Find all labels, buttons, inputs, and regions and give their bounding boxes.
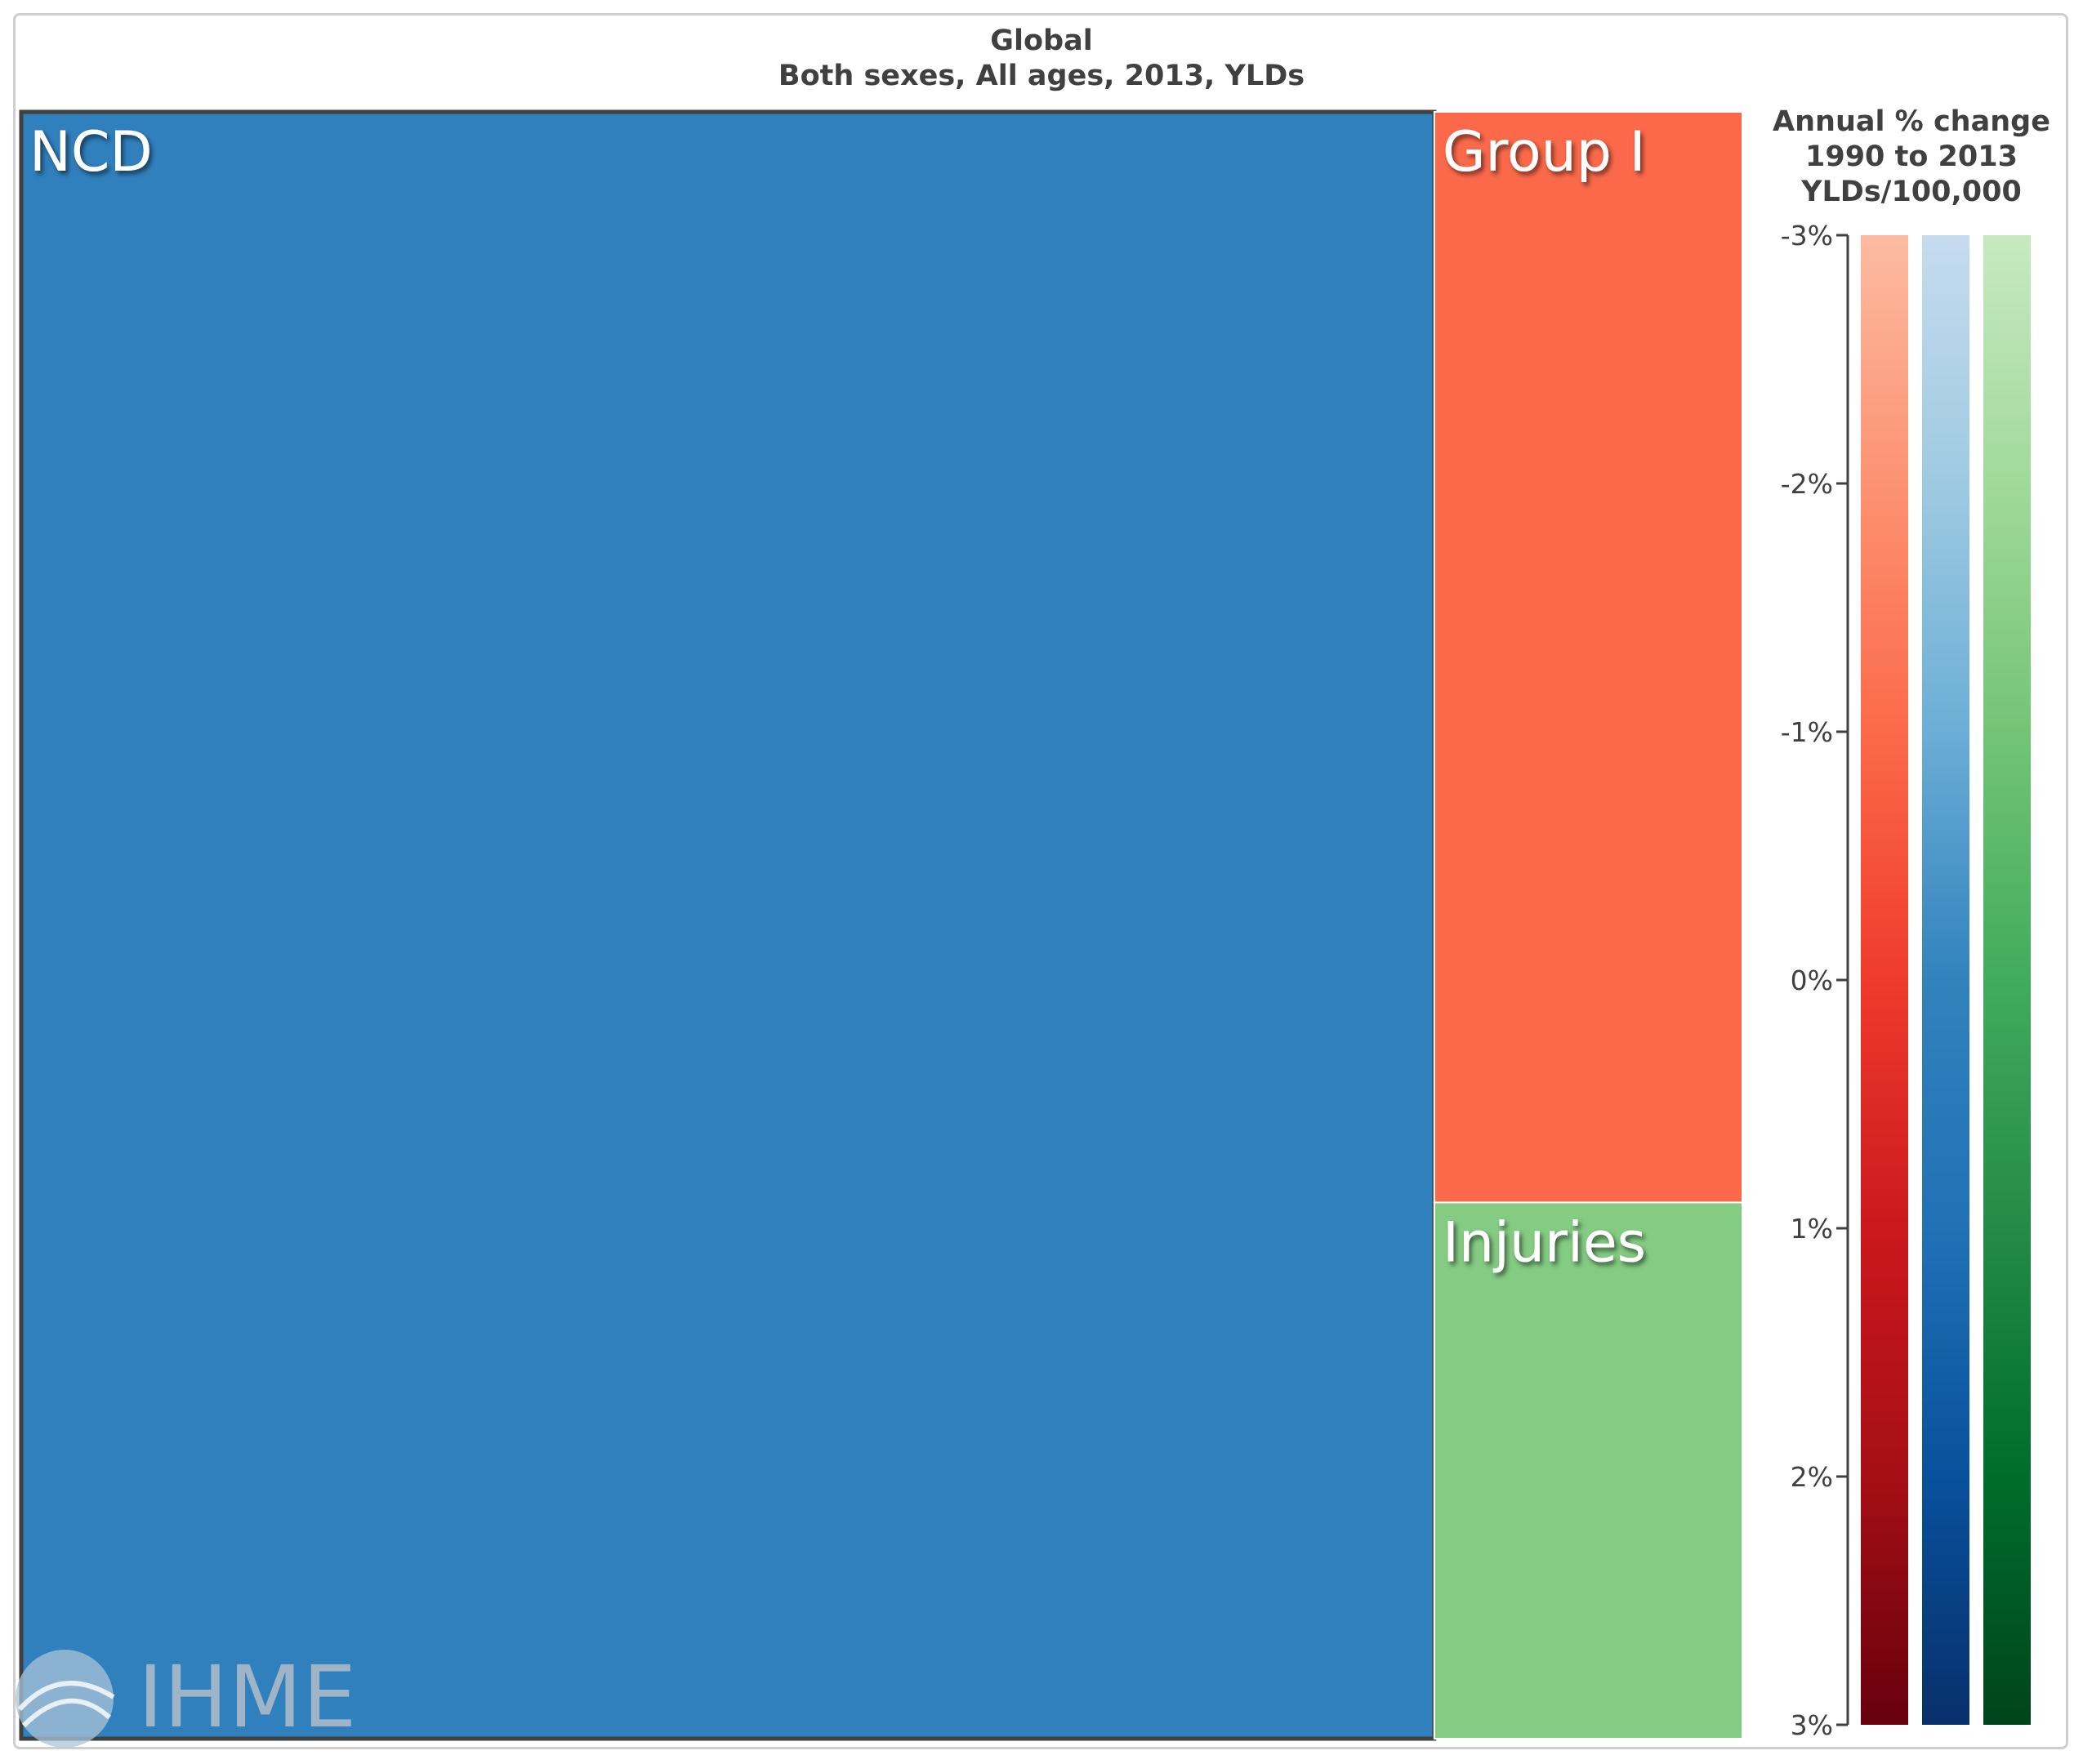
legend-colorbars: -3% -2% -1% 0% 1% 2% 3% — [1781, 220, 2031, 1741]
treemap-label-ncd: NCD — [29, 120, 153, 185]
treemap-cells: NCD Group I Injuries — [19, 109, 1744, 1741]
legend-tick-label: -1% — [1781, 716, 1833, 748]
treemap-label-injuries: Injuries — [1443, 1210, 1646, 1275]
ihme-logo-text: IHME — [138, 1647, 358, 1747]
chart-frame — [13, 13, 2068, 1749]
legend-title-line-3: YLDs/100,000 — [1801, 176, 2022, 208]
chart-subtitle: Both sexes, All ages, 2013, YLDs — [778, 60, 1305, 92]
legend-tick-label: -2% — [1781, 468, 1833, 500]
treemap-cell-ncd[interactable] — [19, 109, 1437, 1741]
treemap-cell-group-i[interactable] — [1433, 111, 1744, 1204]
colorbar-greens — [1983, 235, 2031, 1725]
chart-title: Global — [990, 24, 1093, 57]
legend-tick-label: 2% — [1791, 1461, 1833, 1493]
ihme-logo: IHME — [11, 1647, 358, 1748]
legend-title-line-1: Annual % change — [1773, 105, 2050, 138]
colorbar-reds — [1861, 235, 1908, 1725]
legend-tick-label: 1% — [1791, 1213, 1833, 1245]
ihme-globe-icon — [16, 1650, 115, 1748]
treemap-label-group-i: Group I — [1443, 120, 1646, 185]
legend-tick-label: -3% — [1781, 220, 1833, 252]
colorbar-blues — [1922, 235, 1969, 1725]
treemap-cell-injuries[interactable] — [1433, 1201, 1744, 1740]
legend-tick-label: 3% — [1791, 1709, 1833, 1741]
legend-tick-label: 0% — [1791, 964, 1833, 996]
legend-title-line-2: 1990 to 2013 — [1805, 140, 2018, 173]
